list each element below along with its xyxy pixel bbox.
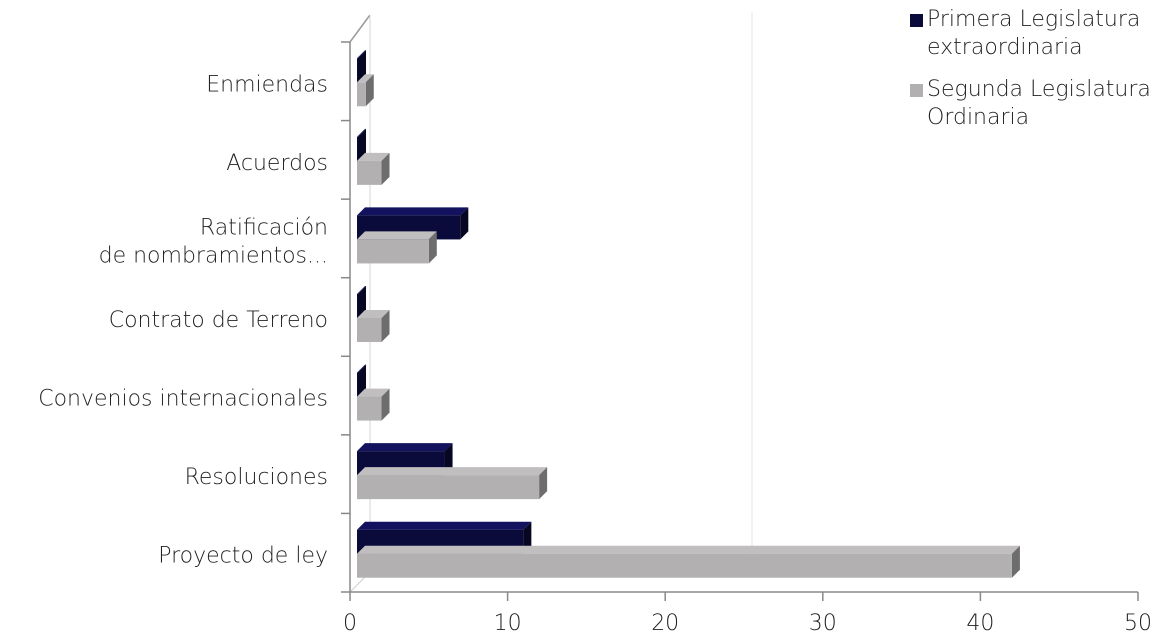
bar-top-face xyxy=(357,50,366,59)
category-label: Convenios internacionales xyxy=(38,387,328,412)
x-tick-label: 20 xyxy=(651,611,679,636)
legend-swatch-primera xyxy=(910,14,923,27)
bar-top-face xyxy=(357,74,374,83)
bar-primera xyxy=(357,136,358,161)
category-label-line: Contrato de Terreno xyxy=(109,308,328,333)
category-label-line: Convenios internacionales xyxy=(38,387,328,412)
category-label: Acuerdos xyxy=(226,151,328,176)
bar-top-face xyxy=(357,128,366,137)
x-tick-labels: 0 10 20 30 40 50 xyxy=(343,611,1152,636)
category-label-line: Ratificación xyxy=(200,215,328,240)
category-label: Ratificación de nombramientos... xyxy=(99,215,328,268)
bar-top-face xyxy=(357,545,1020,554)
legend: Primera Legislatura extraordinaria Segun… xyxy=(910,6,1170,142)
legend-label-segunda: Segunda Legislatura Ordinaria xyxy=(927,77,1151,130)
bar-segunda xyxy=(357,553,1012,578)
category-label: Enmiendas xyxy=(206,72,328,97)
bar-side-face xyxy=(381,310,390,342)
bar-side-face xyxy=(358,364,366,397)
legend-swatch-segunda xyxy=(910,84,923,97)
bar-segunda xyxy=(357,396,382,421)
bar-top-face xyxy=(357,443,453,452)
bar-top-face xyxy=(357,364,366,373)
bar-side-face xyxy=(358,50,366,83)
bar-side-face xyxy=(365,74,374,107)
category-label-line: Proyecto de ley xyxy=(158,544,328,569)
bar-top-face xyxy=(357,286,366,294)
bar-side-face xyxy=(381,152,390,185)
bar-side-face xyxy=(428,231,437,264)
category-label-line: de nombramientos... xyxy=(99,243,328,268)
x-tick-label: 30 xyxy=(809,611,837,636)
bar-side-face xyxy=(1011,545,1020,578)
bar-segunda xyxy=(357,318,382,342)
legend-item-segunda: Segunda Legislatura Ordinaria xyxy=(910,76,1170,132)
bar-side-face xyxy=(539,467,548,500)
bar-primera xyxy=(357,372,358,397)
x-tick-label: 0 xyxy=(343,611,357,636)
bar-top-face xyxy=(357,388,390,397)
bar-top-face xyxy=(357,467,548,476)
axes xyxy=(341,14,1139,601)
category-label: Contrato de Terreno xyxy=(109,308,328,333)
bar-segunda xyxy=(357,475,540,500)
bar-segunda xyxy=(357,239,429,264)
bars xyxy=(357,50,1020,578)
category-label: Proyecto de ley xyxy=(158,544,328,569)
bar-top-face xyxy=(357,207,469,216)
bar-top-face xyxy=(357,231,437,240)
wall-top-edge xyxy=(349,14,371,43)
bar-top-face xyxy=(357,521,532,530)
category-label-line: Enmiendas xyxy=(206,72,328,97)
x-tick-label: 50 xyxy=(1124,611,1152,636)
bar-segunda xyxy=(357,82,366,107)
x-tick-label: 10 xyxy=(494,611,522,636)
legend-label-primera: Primera Legislatura extraordinaria xyxy=(927,7,1141,60)
legend-item-primera: Primera Legislatura extraordinaria xyxy=(910,6,1170,62)
category-label: Resoluciones xyxy=(185,465,328,490)
bar-side-face xyxy=(381,388,390,421)
bar-side-face xyxy=(460,207,469,240)
x-tick-label: 40 xyxy=(966,611,994,636)
bar-top-face xyxy=(357,152,390,161)
category-label-line: Resoluciones xyxy=(185,465,328,490)
bar-segunda xyxy=(357,160,382,185)
category-labels: Proyecto de ley Resoluciones Convenios int… xyxy=(38,72,328,568)
bar-top-face xyxy=(357,310,390,318)
bar-side-face xyxy=(358,286,366,318)
category-label-line: Acuerdos xyxy=(226,151,328,176)
bar-primera xyxy=(357,58,358,83)
bar-side-face xyxy=(358,128,366,161)
bar-primera xyxy=(357,294,358,318)
